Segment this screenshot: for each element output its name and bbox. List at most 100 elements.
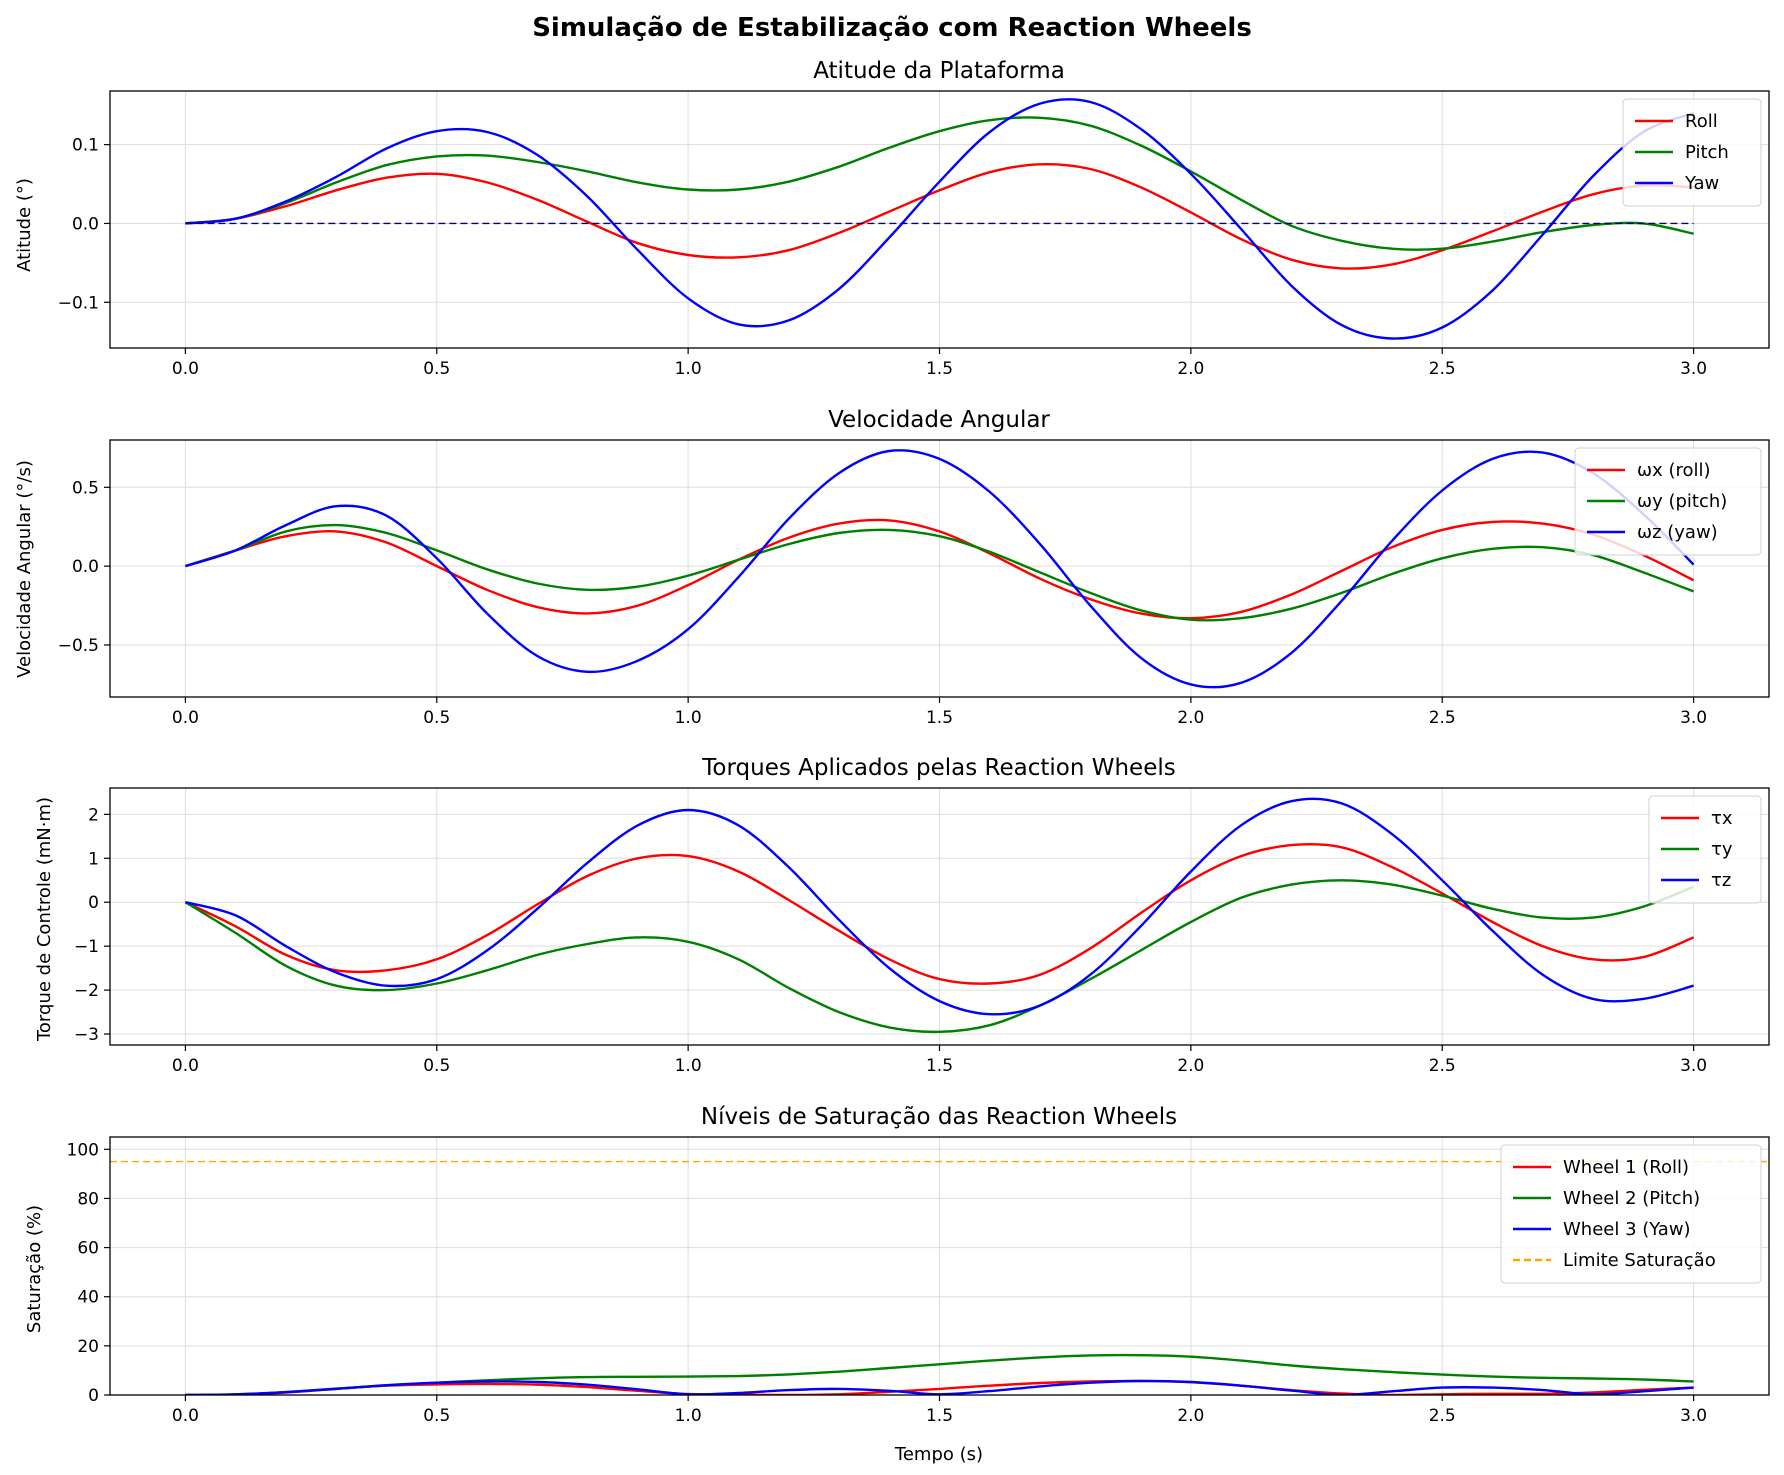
axes-frame bbox=[109, 1136, 1770, 1396]
x-tick-label: 1.0 bbox=[675, 1406, 702, 1426]
x-tick-label: 0.5 bbox=[423, 1056, 450, 1076]
y-tick-label: 100 bbox=[67, 1140, 99, 1160]
legend-label: Wheel 3 (Yaw) bbox=[1563, 1219, 1691, 1240]
legend-box bbox=[1574, 447, 1762, 556]
x-tick-label: 2.5 bbox=[1429, 1406, 1456, 1426]
y-tick-label: 0 bbox=[88, 893, 99, 913]
x-tick-label: 2.5 bbox=[1429, 708, 1456, 728]
plot-area: 0.0 0.5 1.0 1.5 2.0 2.5 3.0 0 20 40 60 80 100 Wheel 1… bbox=[67, 1136, 1770, 1426]
series-line--y-pitch- bbox=[185, 523, 1695, 622]
y-axis-label: Saturação (%) bbox=[24, 1205, 45, 1333]
attitude-panel: Atitude da Plataforma Atitude (°) 0.0 0.5… bbox=[14, 58, 1770, 379]
y-tick-label: 0.1 bbox=[72, 136, 99, 156]
y-tick-label: 60 bbox=[77, 1239, 99, 1259]
x-tick-label: 1.0 bbox=[675, 708, 702, 728]
legend: Wheel 1 (Roll) Wheel 2 (Pitch) Wheel 3 (Ya… bbox=[1500, 1144, 1762, 1284]
y-tick-label: −1 bbox=[74, 937, 99, 957]
series-line-wheel-3-yaw- bbox=[185, 1379, 1694, 1395]
x-tick-label: 0.0 bbox=[172, 359, 199, 379]
panel-title: Níveis de Saturação das Reaction Wheels bbox=[701, 1104, 1177, 1130]
y-tick-label: −0.1 bbox=[58, 293, 99, 313]
x-axis-label: Tempo (s) bbox=[894, 1444, 983, 1465]
x-tick-label: 3.0 bbox=[1680, 708, 1707, 728]
legend-box bbox=[1500, 1144, 1762, 1284]
x-tick-label: 0.0 bbox=[172, 1056, 199, 1076]
angular-velocity-panel: Velocidade Angular Velocidade Angular (°… bbox=[14, 407, 1770, 728]
series-line-wheel-1-roll- bbox=[185, 1379, 1694, 1395]
x-tick-label: 3.0 bbox=[1680, 1056, 1707, 1076]
legend-label: ωy (pitch) bbox=[1637, 491, 1727, 512]
torque-panel: Torques Aplicados pelas Reaction Wheels … bbox=[34, 755, 1770, 1076]
x-tick-label: 2.0 bbox=[1177, 1056, 1204, 1076]
series-line-yaw bbox=[185, 98, 1695, 340]
legend-label: τx bbox=[1711, 808, 1733, 829]
x-tick-label: 2.0 bbox=[1177, 708, 1204, 728]
y-tick-label: −0.5 bbox=[58, 636, 99, 656]
axes-frame bbox=[109, 90, 1770, 349]
y-tick-label: 40 bbox=[77, 1288, 99, 1308]
y-tick-label: 0.5 bbox=[72, 478, 99, 498]
y-tick-label: 80 bbox=[77, 1189, 99, 1209]
x-tick-label: 1.5 bbox=[926, 1056, 953, 1076]
x-tick-label: 0.5 bbox=[423, 1406, 450, 1426]
series-line-roll bbox=[185, 163, 1694, 270]
x-tick-label: 3.0 bbox=[1680, 1406, 1707, 1426]
plot-area: 0.0 0.5 1.0 1.5 2.0 2.5 3.0 −0.5 0.0 0.5 ωx (roll)… bbox=[58, 439, 1770, 728]
x-tick-label: 1.5 bbox=[926, 1406, 953, 1426]
legend: ωx (roll) ωy (pitch) ωz (yaw) bbox=[1574, 447, 1762, 556]
series-line--x-roll- bbox=[185, 518, 1695, 620]
legend-label: τy bbox=[1711, 839, 1733, 860]
legend-box bbox=[1648, 795, 1762, 904]
y-tick-label: −2 bbox=[74, 981, 99, 1001]
y-tick-label: 2 bbox=[88, 805, 99, 825]
legend-box bbox=[1622, 98, 1762, 207]
y-tick-label: 0.0 bbox=[72, 557, 99, 577]
panel-title: Velocidade Angular bbox=[828, 407, 1050, 433]
legend-label: ωz (yaw) bbox=[1637, 522, 1718, 543]
panel-title: Atitude da Plataforma bbox=[813, 58, 1065, 84]
series-line--z-yaw- bbox=[185, 449, 1695, 689]
x-tick-label: 1.5 bbox=[926, 359, 953, 379]
y-tick-label: −3 bbox=[74, 1025, 99, 1045]
panel-title: Torques Aplicados pelas Reaction Wheels bbox=[701, 755, 1175, 781]
legend-label: Wheel 2 (Pitch) bbox=[1563, 1188, 1700, 1209]
legend-label: τz bbox=[1711, 870, 1731, 891]
x-tick-label: 1.5 bbox=[926, 708, 953, 728]
x-tick-label: 2.5 bbox=[1429, 1056, 1456, 1076]
legend: Roll Pitch Yaw bbox=[1622, 98, 1762, 207]
x-tick-label: 1.0 bbox=[675, 359, 702, 379]
y-tick-label: 1 bbox=[88, 849, 99, 869]
y-axis-label: Torque de Controle (mN·m) bbox=[34, 797, 55, 1042]
legend-label: Wheel 1 (Roll) bbox=[1563, 1157, 1689, 1178]
plot-area: 0.0 0.5 1.0 1.5 2.0 2.5 3.0 −3 −2 −1 0 1 2 τx τy τz bbox=[74, 787, 1770, 1076]
x-tick-label: 3.0 bbox=[1680, 359, 1707, 379]
y-tick-label: 20 bbox=[77, 1337, 99, 1357]
x-tick-label: 0.0 bbox=[172, 1406, 199, 1426]
figure-title: Simulação de Estabilização com Reaction … bbox=[532, 13, 1252, 43]
y-tick-label: 0 bbox=[88, 1386, 99, 1406]
y-tick-label: 0.0 bbox=[72, 214, 99, 234]
plot-area: 0.0 0.5 1.0 1.5 2.0 2.5 3.0 −0.1 0.0 0.1 Roll Pitch… bbox=[58, 90, 1770, 379]
x-tick-label: 0.0 bbox=[172, 708, 199, 728]
x-tick-label: 0.5 bbox=[423, 708, 450, 728]
legend-label: ωx (roll) bbox=[1637, 460, 1711, 481]
y-axis-label: Velocidade Angular (°/s) bbox=[14, 460, 35, 678]
series-line--y bbox=[184, 879, 1695, 1034]
x-tick-label: 2.0 bbox=[1177, 359, 1204, 379]
legend: τx τy τz bbox=[1648, 795, 1762, 904]
legend-label: Roll bbox=[1685, 111, 1718, 132]
x-tick-label: 2.5 bbox=[1429, 359, 1456, 379]
x-tick-label: 1.0 bbox=[675, 1056, 702, 1076]
series-line--z bbox=[185, 797, 1694, 1016]
legend-label: Pitch bbox=[1685, 142, 1729, 163]
saturation-panel: Níveis de Saturação das Reaction Wheels … bbox=[24, 1104, 1770, 1465]
series-line-pitch bbox=[185, 116, 1694, 251]
axes-frame bbox=[109, 787, 1770, 1046]
series-line--x bbox=[184, 842, 1695, 985]
y-axis-label: Atitude (°) bbox=[14, 178, 35, 272]
legend-label: Limite Saturação bbox=[1563, 1250, 1716, 1271]
x-tick-label: 2.0 bbox=[1177, 1406, 1204, 1426]
legend-label: Yaw bbox=[1684, 173, 1719, 194]
axes-frame bbox=[109, 439, 1770, 698]
